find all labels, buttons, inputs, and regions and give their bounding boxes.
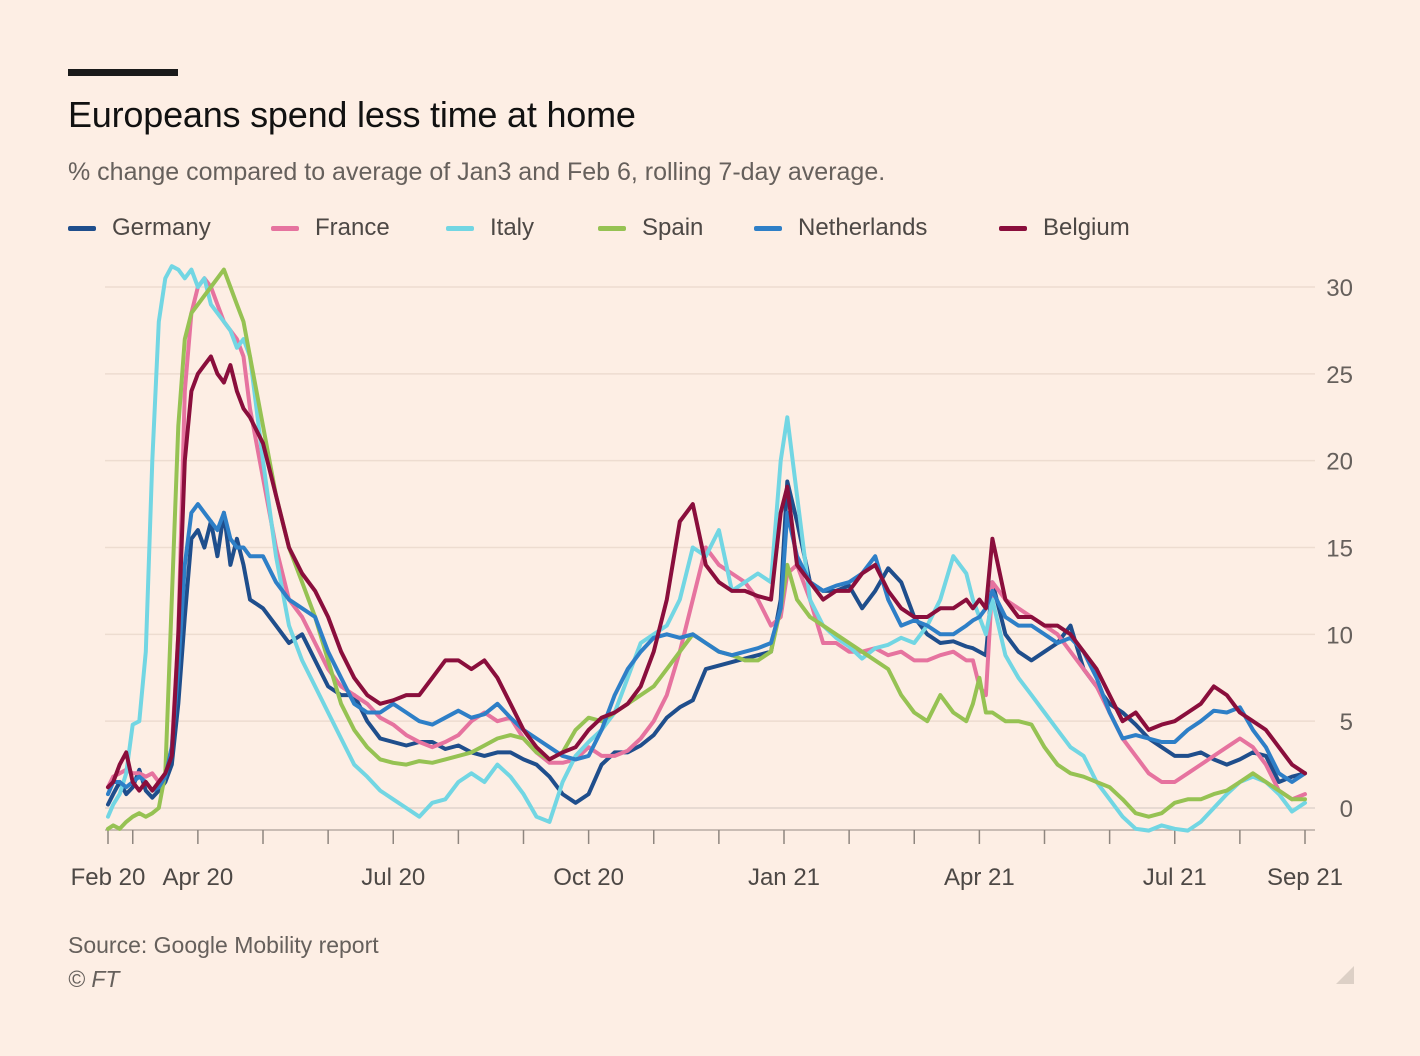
x-tick-labels: Feb 20 Apr 20 Jul 20 Oct 20 Jan 21 Apr 21 Jul …: [71, 864, 1343, 891]
legend-swatch: [68, 225, 96, 231]
grid-lines: [105, 286, 1315, 809]
resize-corner-icon: [1336, 966, 1354, 984]
y-tick-label: 5: [1340, 709, 1353, 736]
title-rule: [68, 69, 178, 76]
legend-item-italy: Italy: [446, 214, 534, 242]
legend-item-france: France: [271, 214, 390, 242]
legend-swatch: [754, 225, 782, 231]
series-line-belgium: [106, 354, 1307, 793]
legend-label: Italy: [490, 214, 535, 241]
legend-label: Germany: [112, 214, 211, 241]
x-axis: [105, 829, 1315, 844]
copyright-note: © FT: [68, 966, 120, 992]
y-tick-label: 15: [1326, 536, 1353, 563]
chart-legend: Germany France Italy Spain Netherlands Belgiu…: [68, 214, 1348, 246]
series-lines: [106, 264, 1307, 833]
legend-label: Belgium: [1043, 214, 1130, 241]
series-line-italy: [106, 264, 1307, 833]
legend-swatch: [999, 225, 1027, 231]
chart-subtitle: % change compared to average of Jan3 and…: [68, 158, 886, 186]
legend-label: Netherlands: [798, 214, 928, 241]
legend-swatch: [598, 225, 626, 231]
legend-swatch: [271, 225, 299, 231]
y-tick-label: 0: [1340, 796, 1353, 823]
source-note: Source: Google Mobility report: [68, 932, 379, 958]
legend-item-netherlands: Netherlands: [754, 214, 927, 242]
y-tick-labels: 0 5 10 15 20 25 30: [1326, 275, 1353, 823]
x-tick-label: Jan 21: [748, 864, 820, 891]
x-tick-label: Oct 20: [553, 864, 624, 891]
chart-title: Europeans spend less time at home: [68, 94, 636, 135]
y-tick-label: 10: [1326, 622, 1353, 649]
y-tick-label: 25: [1326, 362, 1353, 389]
legend-swatch: [446, 225, 474, 231]
y-tick-label: 20: [1326, 449, 1353, 476]
x-tick-label: Sep 21: [1267, 864, 1343, 891]
legend-label: France: [315, 214, 390, 241]
x-tick-label: Feb 20: [71, 864, 146, 891]
legend-item-belgium: Belgium: [999, 214, 1130, 242]
legend-item-germany: Germany: [68, 214, 211, 242]
y-tick-label: 30: [1326, 275, 1353, 302]
x-tick-label: Apr 20: [163, 864, 234, 891]
legend-item-spain: Spain: [598, 214, 703, 242]
legend-label: Spain: [642, 214, 704, 241]
x-tick-label: Jul 20: [361, 864, 425, 891]
x-tick-label: Jul 21: [1143, 864, 1207, 891]
series-line-spain: [106, 267, 1307, 831]
x-tick-label: Apr 21: [944, 864, 1015, 891]
